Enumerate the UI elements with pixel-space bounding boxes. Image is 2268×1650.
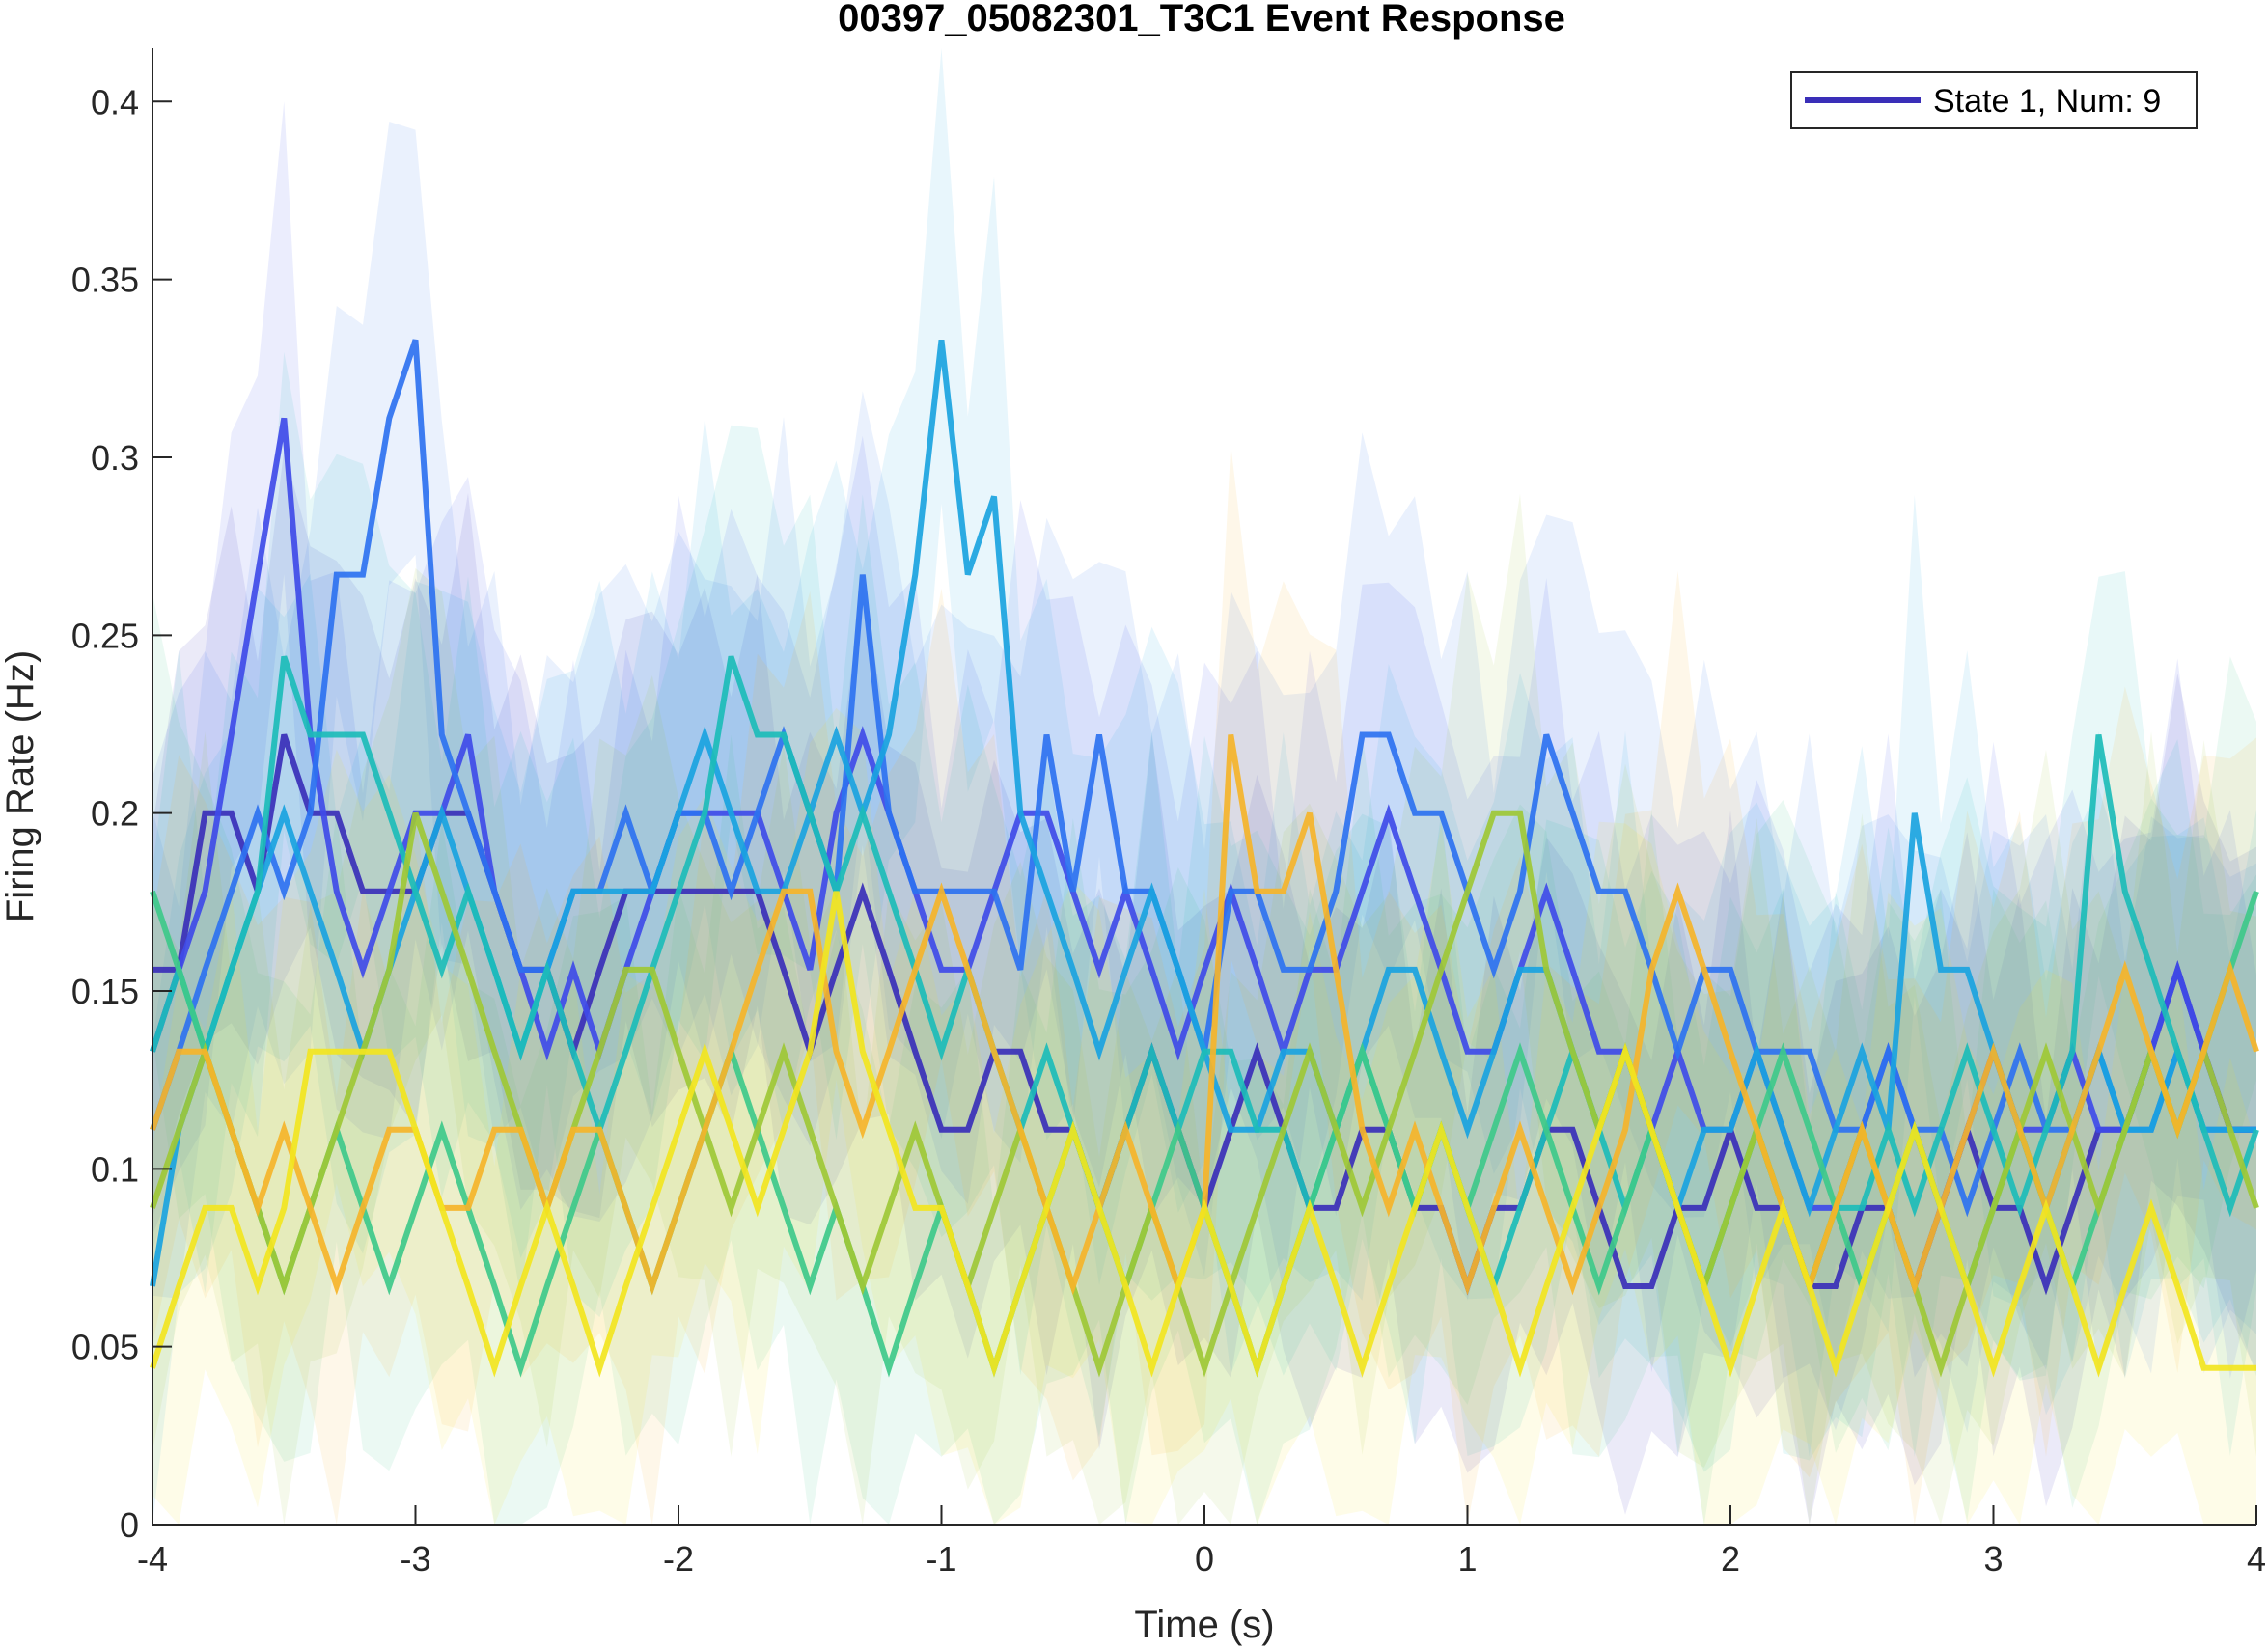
y-tick-label: 0.2 [91, 794, 139, 834]
tick-labels: -4 -3 -2 -1 0 1 2 3 4 0 0.05 0.1 0.15 0.2 0.25 0.3 0.35 0… [71, 82, 2266, 1579]
x-tick-label: 4 [2247, 1539, 2266, 1579]
y-tick-label: 0.35 [71, 261, 139, 300]
x-tick-label: -4 [137, 1539, 168, 1579]
y-axis-label: Firing Rate (Hz) [0, 650, 41, 922]
series-band-1 [152, 450, 2256, 1525]
x-tick-label: 0 [1195, 1539, 1214, 1579]
x-axis-label: Time (s) [1134, 1604, 1274, 1646]
y-tick-label: 0.15 [71, 972, 139, 1011]
x-tick-label: -3 [400, 1539, 430, 1579]
series-band-2 [152, 101, 2256, 1431]
series-line-9 [150, 891, 2256, 1378]
y-tick-label: 0.4 [91, 82, 139, 122]
x-tick-label: 3 [1983, 1539, 2003, 1579]
y-tick-label: 0.05 [71, 1328, 139, 1367]
legend: State 1, Num: 9 [1790, 71, 2198, 129]
y-tick-label: 0.3 [91, 438, 139, 478]
confidence-bands [152, 48, 2256, 1526]
x-tick-label: 1 [1457, 1539, 1477, 1579]
series-band-5 [152, 351, 2256, 1472]
x-tick-label: 2 [1721, 1539, 1740, 1579]
series-lines [150, 339, 2259, 1378]
series-band-7 [152, 493, 2256, 1526]
series-line-5 [150, 655, 2259, 1296]
series-band-4 [152, 48, 2256, 1525]
series-band-8 [152, 445, 2256, 1525]
chart-title: 00397_05082301_T3C1 Event Response [838, 0, 1565, 40]
y-tick-label: 0.25 [71, 616, 139, 655]
legend-label: State 1, Num: 9 [1933, 83, 2161, 120]
y-tick-label: 0.1 [91, 1149, 139, 1189]
x-tick-label: -1 [926, 1539, 956, 1579]
series-band-9 [152, 707, 2256, 1525]
axes [152, 48, 2257, 1526]
x-tick-label: -2 [663, 1539, 694, 1579]
y-tick-label: 0 [120, 1505, 139, 1545]
plot-background [152, 48, 2256, 1525]
